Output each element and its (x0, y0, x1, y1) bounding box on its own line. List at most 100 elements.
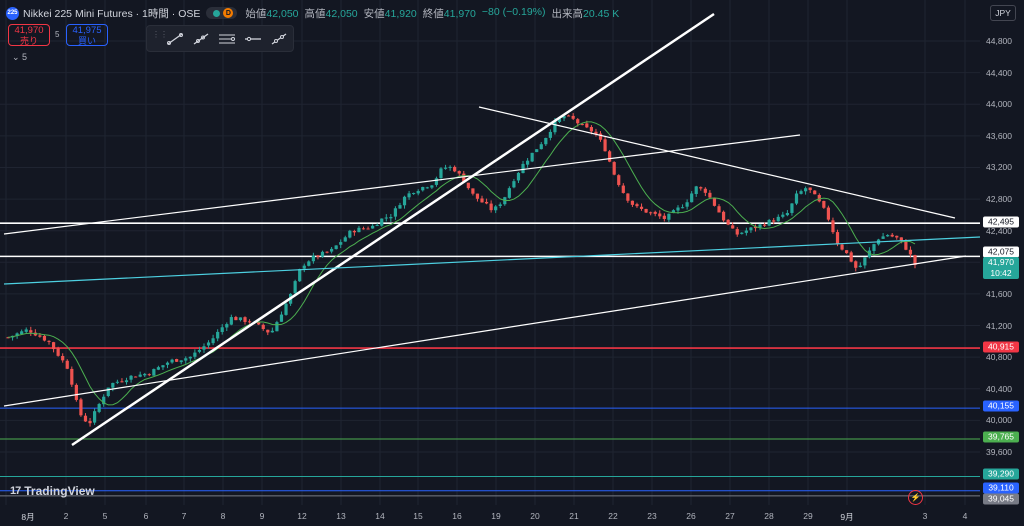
trendline-upper-channel (3, 134, 801, 235)
candle-body (744, 230, 748, 233)
candle-body (895, 235, 899, 238)
candle-body (275, 322, 279, 332)
indicator-toggle[interactable]: ⌄ 5 (12, 52, 28, 62)
candle-body (813, 190, 817, 195)
candle-body (261, 324, 265, 330)
candle-body (886, 235, 890, 237)
candle-body (402, 196, 407, 206)
candle-body (649, 212, 653, 214)
tradingview-mark-icon: 17 (10, 485, 21, 497)
candle-body (430, 185, 434, 188)
candle-body (65, 360, 69, 369)
symbol-title[interactable]: Nikkei 225 Mini Futures · 1時間 · OSE (23, 7, 201, 20)
candle-body (594, 131, 598, 134)
time-axis-label: 12 (297, 511, 307, 521)
candle-body (498, 204, 502, 206)
price-badge: 41,970 10:42 (983, 257, 1019, 279)
trend-line-tool-icon[interactable] (164, 30, 186, 48)
time-axis-label: 15 (413, 511, 423, 521)
candle-body (475, 193, 480, 199)
candle-body (279, 314, 284, 322)
candle-body (794, 193, 799, 204)
time-axis-label: 2 (63, 511, 69, 521)
candle-body (375, 225, 379, 227)
candle-body (708, 192, 712, 198)
candle-body (721, 211, 726, 221)
ohlc-values: 始値42,050 高値42,050 安値41,920 終値41,970 −80 … (245, 5, 620, 20)
candle-body (234, 317, 238, 321)
candle-body (863, 257, 867, 266)
time-axis-label: 20 (530, 511, 540, 521)
candle-body (129, 375, 133, 380)
candle-body (384, 217, 388, 219)
currency-selector[interactable]: JPY (990, 5, 1016, 21)
candle-body (658, 213, 662, 217)
trendline-teal (3, 236, 981, 285)
candle-body (489, 203, 493, 211)
candle-body (913, 255, 917, 266)
horizontal-line-tool-icon[interactable] (242, 30, 264, 48)
candle-body (61, 355, 65, 361)
candle-body (197, 349, 202, 352)
price-badge: 39,045 (983, 493, 1019, 505)
candle-body (676, 207, 680, 211)
price-axis-label: 41,200 (986, 320, 1012, 331)
candle-body (393, 208, 398, 217)
candle-body (685, 202, 689, 207)
candle-body (480, 198, 484, 203)
candle-body (840, 244, 844, 250)
candle-body (24, 329, 28, 332)
candle-body (270, 330, 274, 333)
time-axis-label: 22 (608, 511, 618, 521)
candle-body (544, 137, 548, 145)
candle-body (516, 172, 521, 181)
candle-body (147, 374, 151, 376)
candle-body (206, 342, 211, 346)
candle-body (51, 342, 56, 350)
candle-body (530, 152, 534, 162)
tradingview-wordmark: TradingView (24, 484, 95, 498)
price-axis-label: 42,800 (986, 194, 1012, 205)
candle-body (630, 200, 635, 205)
candle-body (266, 329, 270, 333)
candle-body (553, 121, 557, 133)
price-axis-label: 41,600 (986, 288, 1012, 299)
candle-body (539, 144, 543, 150)
ray-tool-icon[interactable] (190, 30, 212, 48)
candle-body (421, 187, 425, 191)
buy-button[interactable]: 41,975 買い (66, 24, 108, 46)
candle-body (179, 360, 183, 363)
candle-body (339, 242, 343, 245)
candle-body (161, 365, 165, 368)
chart-grid (0, 0, 980, 505)
extended-line-tool-icon[interactable] (268, 30, 290, 48)
candle-body (822, 200, 826, 208)
trend-line-drawings[interactable] (3, 12, 981, 447)
candle-body (808, 187, 812, 191)
price-axis-label: 42,400 (986, 225, 1012, 236)
candle-body (872, 244, 876, 251)
status-pill[interactable]: D (206, 7, 238, 19)
candle-body (29, 330, 33, 333)
alert-icon[interactable]: ⚡ (908, 490, 923, 505)
candle-body (831, 220, 835, 233)
market-status-icon (213, 9, 221, 17)
candle-body (667, 213, 671, 220)
drag-handle-icon[interactable]: ⋮⋮ (152, 29, 168, 39)
symbol-logo-icon: 225 (6, 6, 19, 20)
candle-body (229, 317, 233, 325)
candle-body (102, 396, 106, 405)
candle-body (576, 119, 580, 124)
candle-body (366, 228, 370, 230)
tradingview-logo[interactable]: 17 TradingView (10, 484, 95, 498)
time-axis-label: 3 (922, 511, 928, 521)
time-axis-label: 19 (491, 511, 501, 521)
candle-body (762, 224, 767, 226)
candle-body (726, 219, 730, 225)
candle-body (134, 376, 138, 378)
parallel-channel-tool-icon[interactable] (216, 30, 238, 48)
sell-button[interactable]: 41,970 売り (8, 24, 50, 46)
candle-body (484, 201, 489, 204)
trendline-lower-channel (3, 255, 967, 407)
